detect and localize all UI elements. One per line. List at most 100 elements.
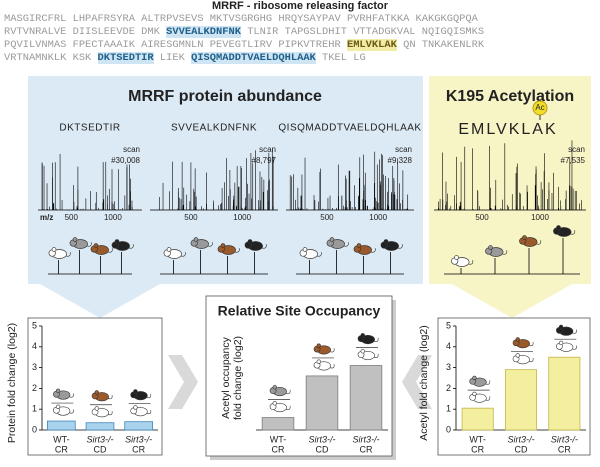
mouse-tail bbox=[536, 240, 542, 245]
mouse-tail bbox=[207, 242, 213, 247]
y-tick-label: 1 bbox=[32, 404, 37, 414]
mouse-tail bbox=[373, 337, 379, 342]
y-tick-label: 4 bbox=[446, 341, 451, 351]
mouse-icon bbox=[91, 406, 113, 418]
axis-tick-label: 1000 bbox=[369, 213, 387, 222]
scan-label: scan bbox=[395, 145, 412, 154]
axis-tick-label: 500 bbox=[320, 213, 334, 222]
x-tick-label: CD bbox=[316, 444, 329, 454]
y-tick-label: 4 bbox=[32, 341, 37, 351]
mouse-ear bbox=[472, 375, 477, 381]
mouse-ear bbox=[193, 237, 199, 242]
mouse-icon bbox=[357, 349, 379, 361]
x-tick-label: CR bbox=[558, 444, 571, 454]
mouse-icon bbox=[353, 243, 376, 255]
scan-label: scan bbox=[259, 145, 276, 154]
mouse-ear bbox=[51, 247, 57, 252]
mouse-icon bbox=[313, 343, 335, 355]
mouse-ear bbox=[55, 388, 61, 393]
mouse-ear bbox=[166, 247, 172, 252]
mouse-icon bbox=[91, 390, 113, 402]
figure-title: MRRF - ribosome releasing factor bbox=[211, 0, 389, 12]
mouse-icon bbox=[326, 237, 349, 249]
mouse-tail bbox=[528, 341, 534, 347]
peptide-highlight: EMLVKLAK bbox=[346, 39, 397, 51]
mouse-icon bbox=[357, 333, 379, 345]
mouse-ear bbox=[316, 359, 321, 364]
bar bbox=[261, 417, 295, 431]
mouse-tail bbox=[572, 329, 577, 334]
panel-arrow bbox=[40, 284, 160, 318]
sequence-text: VRTNAMNKLK KSK bbox=[4, 52, 98, 64]
chevron-arrow bbox=[168, 355, 198, 409]
scan-number: #7,535 bbox=[561, 156, 586, 165]
mouse-tail bbox=[146, 409, 152, 415]
mouse-icon bbox=[553, 225, 576, 237]
y-tick-label: 0 bbox=[32, 424, 37, 434]
y-tick-label: 5 bbox=[446, 320, 451, 330]
mouse-icon bbox=[130, 389, 152, 401]
y-tick-label: 2 bbox=[32, 383, 37, 393]
chart-frame bbox=[27, 317, 163, 456]
sequence-text: QN TNKAKENLRK bbox=[396, 39, 485, 51]
mouse-ear bbox=[247, 239, 253, 244]
mouse-tail bbox=[69, 393, 74, 398]
axis-tick-label: 500 bbox=[65, 213, 79, 222]
bar bbox=[504, 369, 537, 431]
scan-label: scan bbox=[568, 145, 585, 154]
mouse-tail bbox=[373, 353, 379, 358]
mouse-ear bbox=[488, 245, 493, 250]
peptide-label: SVVEALKDNFNK bbox=[171, 123, 257, 134]
mouse-tail bbox=[329, 364, 335, 369]
peptide-highlight: SVVEALKDNFNK bbox=[166, 26, 241, 38]
peptide-label: DKTSEDTIR bbox=[59, 123, 120, 134]
x-tick-label: Sirt3-/- bbox=[353, 434, 380, 444]
sequence-text: TLNIR TAPGSLDHIT VTTADGKVAL NQIGQISMKS bbox=[240, 26, 485, 38]
mouse-tail bbox=[234, 248, 240, 253]
mouse-ear bbox=[272, 401, 277, 406]
mouse-ear bbox=[360, 349, 365, 354]
mouse-icon bbox=[469, 375, 491, 387]
mouse-icon bbox=[512, 353, 534, 365]
peptide-label: EMLVKLAK bbox=[458, 121, 557, 138]
mouse-ear bbox=[515, 337, 520, 342]
bar bbox=[349, 365, 383, 431]
mouse-tail bbox=[107, 248, 113, 253]
scan-label: scan bbox=[123, 145, 140, 154]
x-tick-label: CR bbox=[272, 444, 285, 454]
mouse-tail bbox=[485, 380, 491, 385]
bar bbox=[548, 356, 581, 431]
mouse-icon bbox=[130, 405, 152, 417]
mouse-ear bbox=[94, 390, 99, 395]
mouse-ear bbox=[133, 389, 138, 394]
y-axis-label: Protein fold change (log2) bbox=[6, 323, 18, 443]
mouse-tail bbox=[343, 242, 349, 247]
mouse-tail bbox=[370, 248, 376, 253]
mouse-icon bbox=[451, 255, 474, 267]
mouse-icon bbox=[163, 247, 186, 259]
bar bbox=[305, 375, 339, 431]
mouse-ear bbox=[220, 243, 226, 248]
mouse-ear bbox=[72, 237, 78, 242]
mouse-ear bbox=[472, 391, 477, 397]
mouse-ear bbox=[515, 353, 520, 358]
sequence-text: TKEL LG bbox=[315, 52, 366, 64]
chart-title: Relative Site Occupancy bbox=[218, 303, 381, 319]
mouse-icon bbox=[313, 359, 335, 371]
panel-arrow bbox=[452, 284, 572, 318]
mouse-icon bbox=[69, 237, 92, 249]
peptide-label: QISQMADDTVAELDQHLAAK bbox=[278, 123, 421, 134]
mouse-ear bbox=[114, 239, 120, 244]
mouse-ear bbox=[133, 405, 138, 410]
mouse-icon bbox=[269, 385, 291, 397]
mouse-tail bbox=[65, 252, 71, 257]
mouse-tail bbox=[329, 348, 335, 353]
mouse-tail bbox=[572, 345, 577, 350]
y-axis-label: Acetyl occupancy bbox=[220, 336, 232, 418]
mouse-icon bbox=[244, 239, 267, 251]
mouse-tail bbox=[397, 244, 403, 249]
axis-tick-label: 500 bbox=[184, 213, 198, 222]
mouse-tail bbox=[107, 410, 113, 416]
mouse-icon bbox=[48, 247, 71, 259]
mouse-ear bbox=[93, 243, 99, 248]
